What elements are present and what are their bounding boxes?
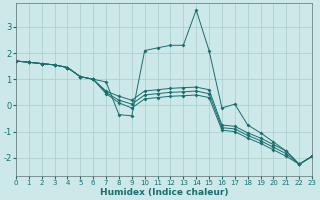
X-axis label: Humidex (Indice chaleur): Humidex (Indice chaleur): [100, 188, 228, 197]
